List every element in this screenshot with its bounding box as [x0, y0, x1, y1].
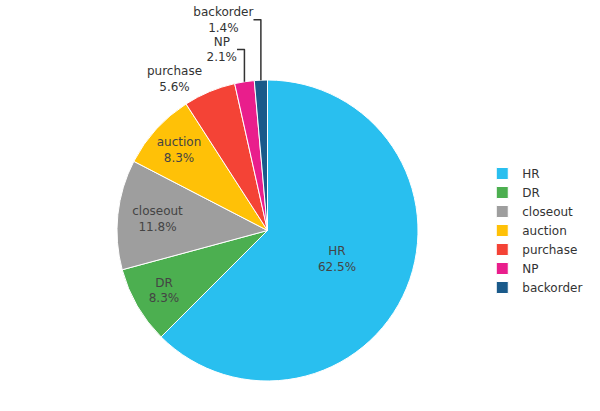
svg-text:closeout: closeout — [522, 205, 573, 219]
svg-text:HR: HR — [522, 167, 539, 181]
svg-text:NP: NP — [522, 262, 538, 276]
svg-text:backorder: backorder — [522, 281, 582, 295]
svg-text:closeout11.8%: closeout11.8% — [132, 204, 183, 234]
svg-text:purchase: purchase — [522, 243, 577, 257]
svg-text:DR8.3%: DR8.3% — [149, 276, 180, 306]
svg-text:backorder1.4%: backorder1.4% — [193, 5, 253, 35]
svg-text:purchase5.6%: purchase5.6% — [147, 64, 202, 94]
svg-text:auction8.3%: auction8.3% — [157, 135, 202, 165]
svg-text:HR62.5%: HR62.5% — [318, 244, 356, 274]
svg-text:NP2.1%: NP2.1% — [207, 35, 238, 65]
svg-text:auction: auction — [522, 224, 567, 238]
svg-text:DR: DR — [522, 186, 540, 200]
